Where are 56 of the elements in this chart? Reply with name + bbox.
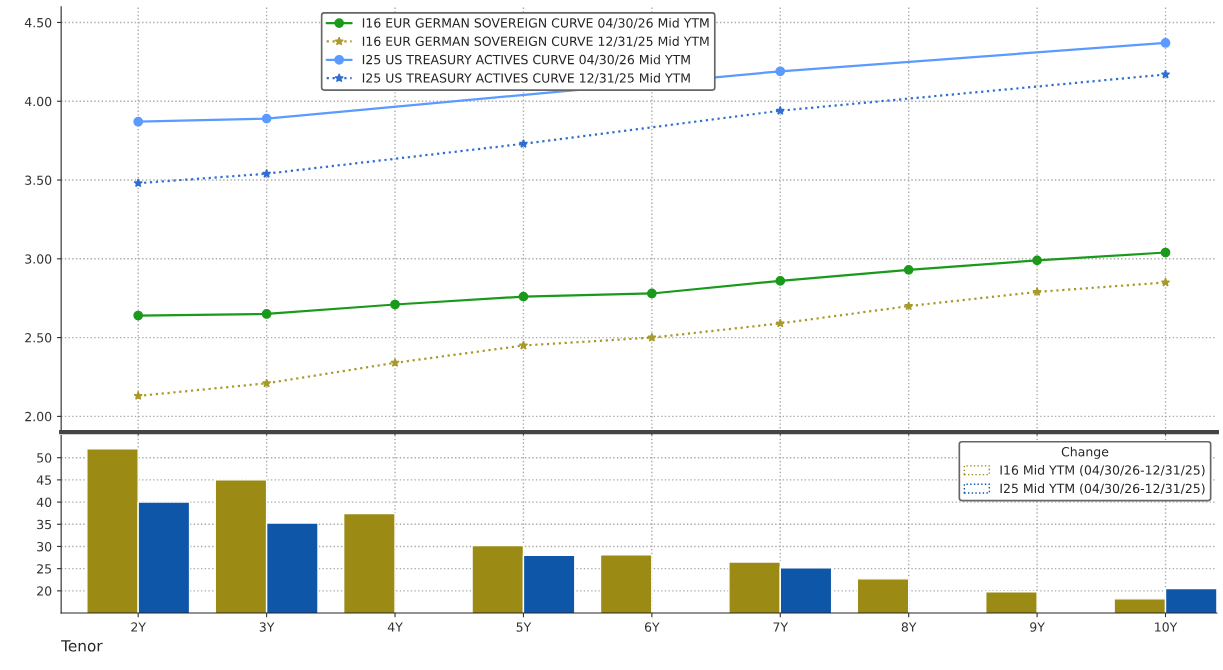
y-tick-label: 40 [36, 497, 52, 508]
point [261, 168, 272, 178]
y-tick-label: 2.50 [25, 333, 52, 343]
point [261, 113, 272, 124]
x-tick-label: 2Y [131, 622, 147, 632]
x-tick-label: 6Y [644, 622, 660, 632]
point [1160, 38, 1171, 48]
x-tick-label: 4Y [387, 622, 403, 632]
point [775, 318, 785, 328]
y-tick-label: 4.00 [24, 96, 52, 107]
point [518, 340, 529, 350]
point [261, 378, 272, 388]
x-tick-label: 5Y [516, 622, 532, 632]
point [1032, 287, 1042, 296]
legend-title: Change [1061, 446, 1109, 459]
legend-label: I25 US TREASURY ACTIVES CURVE 12/31/25 Mid YTM [362, 72, 690, 84]
point [646, 288, 657, 299]
x-tick-label: 8Y [901, 622, 917, 632]
point [133, 178, 143, 188]
y-tick-label: 3.00 [25, 254, 52, 264]
point [518, 138, 529, 148]
point [647, 332, 657, 342]
point [133, 391, 143, 400]
y-tick-label: 30 [37, 541, 52, 552]
point [1160, 69, 1171, 79]
point [1160, 247, 1171, 258]
y-tick-label: 35 [37, 519, 52, 530]
y-tick-label: 50 [37, 453, 52, 463]
point [903, 264, 914, 275]
point [904, 301, 914, 311]
y-tick-label: 45 [36, 475, 52, 485]
y-tick-label: 2.00 [25, 411, 52, 422]
point [133, 116, 144, 127]
x-tick-label: 3Y [259, 622, 275, 632]
y-tick-label: 4.50 [24, 17, 52, 28]
x-tick-label: 10Y [1155, 622, 1178, 632]
y-tick-label: 20 [37, 586, 52, 596]
x-tick-label: 9Y [1030, 622, 1045, 632]
x-axis-title: Tenor [61, 640, 103, 652]
legend-label: I16 Mid YTM (04/30/26-12/31/25) [1000, 465, 1205, 477]
point [775, 66, 786, 77]
legend-label: I16 EUR GERMAN SOVEREIGN CURVE 04/30/26 Mid YTM [362, 17, 709, 29]
legend-label: I25 Mid YTM (04/30/26-12/31/25) [1000, 483, 1205, 495]
point [518, 291, 529, 302]
y-tick-label: 25 [37, 564, 52, 574]
point [775, 276, 786, 286]
point [261, 309, 272, 319]
y-tick-label: 3.50 [25, 175, 52, 185]
legend-label: I25 US TREASURY ACTIVES CURVE 04/30/26 Mid YTM [362, 54, 690, 66]
x-tick-label: 7Y [773, 622, 789, 632]
legend-label: I16 EUR GERMAN SOVEREIGN CURVE 12/31/25 Mid YTM [362, 36, 709, 47]
point [390, 299, 400, 310]
point [1160, 277, 1171, 287]
point [390, 357, 400, 367]
point [1032, 255, 1042, 266]
point [133, 310, 144, 321]
